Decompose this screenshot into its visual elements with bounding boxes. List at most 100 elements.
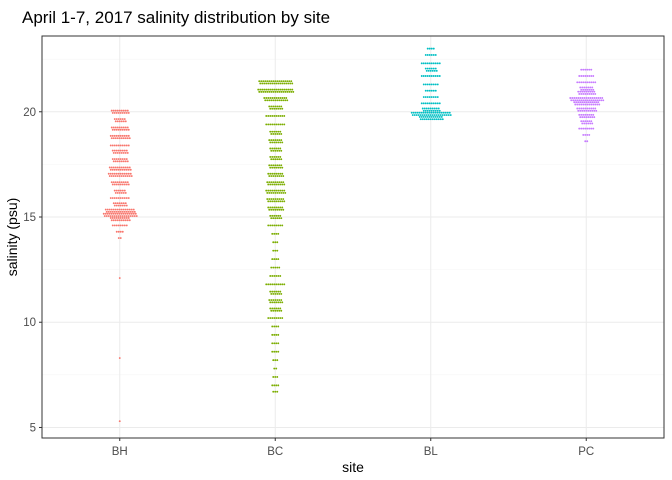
data-point: [279, 141, 282, 144]
data-point: [266, 181, 269, 184]
data-point: [430, 109, 433, 112]
data-point: [110, 166, 113, 169]
data-point: [120, 126, 123, 129]
data-point: [412, 111, 415, 114]
data-point: [109, 172, 112, 175]
data-point: [264, 90, 267, 93]
data-point: [112, 202, 115, 205]
data-point: [586, 113, 589, 116]
data-point: [119, 197, 122, 200]
data-point: [282, 80, 285, 83]
data-point: [275, 384, 278, 387]
data-point: [426, 111, 429, 114]
data-point: [292, 90, 295, 93]
data-point: [114, 212, 117, 215]
data-point: [281, 141, 284, 144]
data-point: [290, 90, 293, 93]
data-point: [271, 88, 274, 91]
data-point: [115, 215, 118, 217]
data-point: [583, 116, 586, 119]
data-point: [422, 75, 425, 77]
data-point: [418, 111, 421, 114]
data-point: [120, 151, 123, 154]
data-point: [267, 123, 270, 126]
data-point: [416, 111, 419, 114]
data-point: [273, 172, 276, 175]
data-point: [277, 206, 280, 209]
data-point: [264, 99, 267, 102]
data-point: [431, 69, 434, 72]
data-point: [275, 123, 278, 126]
data-point: [275, 183, 278, 186]
data-point: [115, 210, 118, 213]
data-point: [122, 191, 125, 194]
data-point: [413, 114, 416, 116]
data-point: [277, 115, 280, 117]
data-point: [574, 99, 577, 102]
data-point: [271, 224, 274, 227]
data-point: [284, 80, 287, 83]
data-point: [275, 147, 278, 150]
data-point: [429, 118, 432, 121]
data-point: [272, 164, 275, 167]
data-point: [117, 204, 120, 207]
data-point: [122, 202, 125, 205]
data-point: [115, 230, 118, 233]
data-point: [270, 198, 273, 200]
data-point: [271, 350, 274, 353]
data-point: [268, 198, 271, 200]
data-point: [271, 183, 274, 186]
data-point: [587, 109, 590, 112]
data-point: [122, 160, 125, 163]
data-point: [123, 168, 126, 171]
data-point: [267, 82, 270, 85]
data-point: [415, 114, 418, 116]
data-point: [586, 140, 589, 143]
data-point: [276, 292, 279, 295]
data-point: [590, 99, 593, 102]
data-point: [286, 90, 289, 93]
data-point: [127, 217, 130, 219]
data-point: [432, 83, 435, 86]
data-point: [430, 62, 433, 65]
data-point: [260, 80, 263, 83]
data-point: [113, 128, 116, 131]
data-point: [275, 141, 278, 144]
data-point: [267, 189, 270, 192]
data-point: [132, 212, 135, 215]
data-point: [586, 81, 589, 84]
data-point: [274, 80, 277, 83]
data-point: [268, 90, 271, 93]
data-point: [128, 212, 131, 215]
data-point: [282, 181, 285, 184]
data-point: [588, 103, 591, 106]
data-point: [274, 217, 277, 220]
data-point: [279, 200, 282, 203]
data-point: [116, 181, 119, 184]
data-point: [278, 292, 281, 295]
data-point: [595, 97, 598, 99]
data-point: [274, 99, 277, 102]
data-point: [270, 299, 273, 301]
data-point: [423, 114, 426, 116]
data-point: [130, 208, 133, 211]
data-point: [269, 283, 272, 286]
data-point: [420, 75, 423, 77]
data-point: [446, 111, 449, 114]
data-point: [291, 82, 294, 85]
data-point: [436, 75, 439, 77]
data-point: [592, 93, 595, 95]
data-point: [436, 96, 439, 98]
data-point: [275, 115, 278, 117]
data-point: [125, 183, 128, 186]
data-point: [269, 317, 272, 319]
data-point: [282, 99, 285, 102]
data-point: [269, 307, 272, 310]
data-point: [125, 215, 128, 217]
data-point: [271, 189, 274, 192]
data-point: [271, 166, 274, 169]
data-point: [263, 88, 266, 91]
data-point: [275, 107, 278, 110]
data-point: [276, 266, 279, 269]
data-point: [420, 111, 423, 114]
